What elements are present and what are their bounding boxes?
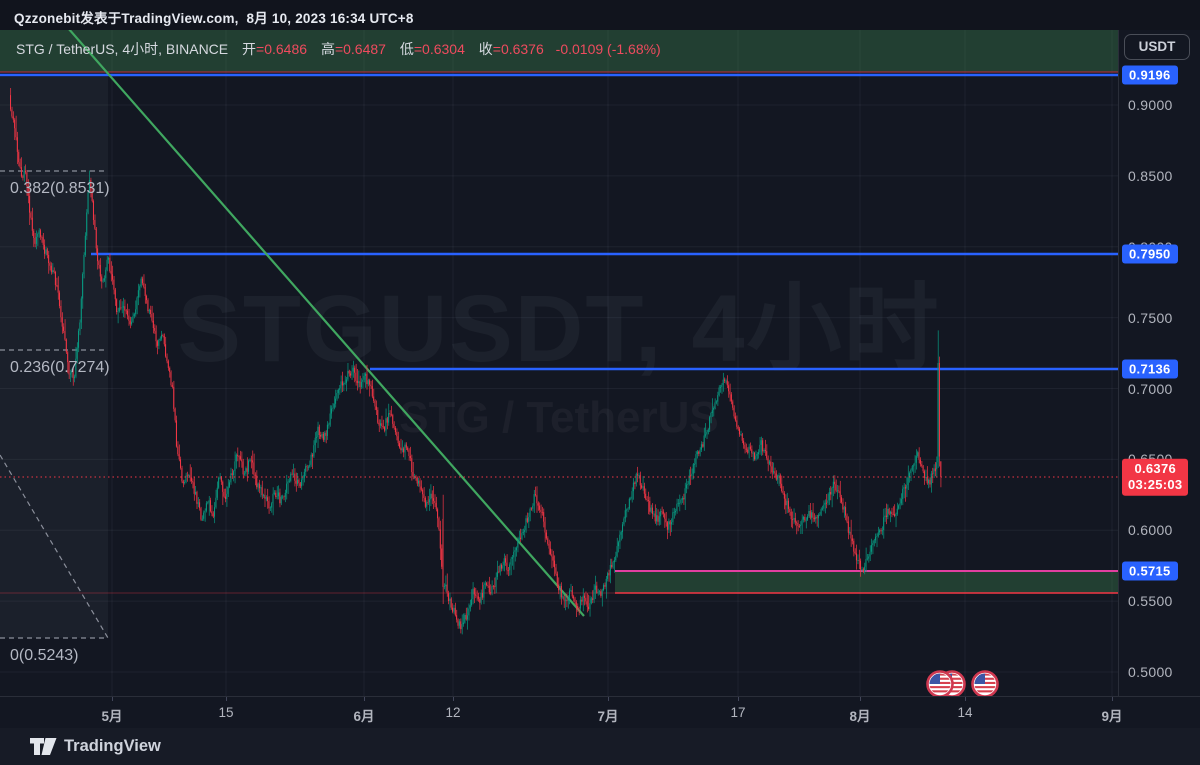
open-label: 开 [242, 41, 257, 57]
time-tick-mark [453, 697, 454, 701]
resistance-zone-top [0, 30, 1118, 72]
low-value: =0.6304 [413, 41, 465, 57]
candle-wicks-up [23, 166, 939, 635]
price-axis[interactable]: USDT 0.90000.85000.80000.75000.70000.650… [1118, 30, 1200, 696]
time-tick-mark [1112, 697, 1113, 701]
time-tick-mark [364, 697, 365, 701]
us-flag-event-icon[interactable] [926, 670, 954, 697]
line-price-label[interactable]: 0.7136 [1122, 359, 1178, 379]
time-tick-mark [965, 697, 966, 701]
candlestick-chart[interactable] [0, 30, 1118, 696]
price-tick: 0.5000 [1128, 664, 1173, 680]
time-tick-mark [738, 697, 739, 701]
change-value: -0.0109 (-1.68%) [555, 41, 661, 57]
price-tick: 0.7000 [1128, 381, 1173, 397]
symbol-legend[interactable]: STG / TetherUS, 4小时, BINANCE 开=0.6486 高=… [16, 39, 661, 59]
branding-bar: TradingView [0, 728, 1200, 765]
time-tick-mark [112, 697, 113, 701]
fib-retracement-area[interactable] [0, 77, 108, 638]
support-zone-bottom [615, 571, 1118, 593]
time-tick-mark [226, 697, 227, 701]
candle-bodies-up [23, 170, 939, 630]
close-value: =0.6376 [492, 41, 544, 57]
chart-pane[interactable]: STGUSDT, 4小时 STG / TetherUS STG / Tether… [0, 30, 1118, 696]
attribution-bar: Qzzonebit发表于TradingView.com, 8月 10, 2023… [0, 0, 1200, 30]
time-tick: 6月 [353, 709, 375, 724]
time-tick: 5月 [101, 709, 123, 724]
last-price-label: 0.6376 03:25:03 [1122, 458, 1189, 496]
time-tick: 9月 [1101, 709, 1123, 724]
high-label: 高 [320, 41, 335, 57]
currency-toggle-button[interactable]: USDT [1124, 34, 1190, 60]
close-label: 收 [478, 41, 493, 57]
attribution-text: Qzzonebit发表于TradingView.com, 8月 10, 2023… [14, 11, 414, 26]
watermark-subtitle: STG / TetherUS [399, 393, 719, 442]
price-tick: 0.6000 [1128, 522, 1173, 538]
legend-title[interactable]: STG / TetherUS, 4小时, BINANCE [16, 41, 229, 57]
price-tick: 0.7500 [1128, 310, 1173, 326]
time-tick: 17 [730, 705, 746, 720]
us-flag-event-icon[interactable] [971, 670, 999, 697]
price-tick: 0.9000 [1128, 97, 1173, 113]
fib-level-0382[interactable]: 0.382(0.8531) [10, 180, 110, 197]
line-price-label[interactable]: 0.9196 [1122, 65, 1178, 85]
price-tick: 0.5500 [1128, 593, 1173, 609]
fib-level-0[interactable]: 0(0.5243) [10, 647, 79, 664]
tradingview-logo-text[interactable]: TradingView [64, 737, 161, 755]
time-tick: 12 [445, 705, 461, 720]
time-tick: 8月 [849, 709, 871, 724]
low-label: 低 [399, 41, 414, 57]
line-price-label[interactable]: 0.7950 [1122, 244, 1178, 264]
candle-bodies-down [10, 95, 942, 630]
watermark: STGUSDT, 4小时 STG / TetherUS [0, 30, 1118, 696]
price-tick: 0.8500 [1128, 168, 1173, 184]
descending-trendline[interactable] [68, 30, 585, 617]
fib-level-0236[interactable]: 0.236(0.7274) [10, 359, 110, 376]
watermark-title: STGUSDT, 4小时 [177, 276, 941, 382]
open-value: =0.6486 [256, 41, 308, 57]
time-tick: 7月 [597, 709, 619, 724]
line-price-label[interactable]: 0.5715 [1122, 561, 1178, 581]
tradingview-logo-icon[interactable] [30, 737, 58, 757]
candle-wicks-down [10, 88, 942, 634]
time-tick: 15 [218, 705, 234, 720]
time-tick-mark [860, 697, 861, 701]
time-tick: 14 [957, 705, 973, 720]
high-value: =0.6487 [334, 41, 386, 57]
time-axis[interactable]: 5月 15 6月 12 7月 17 8月 14 9月 [0, 696, 1200, 728]
time-tick-mark [608, 697, 609, 701]
